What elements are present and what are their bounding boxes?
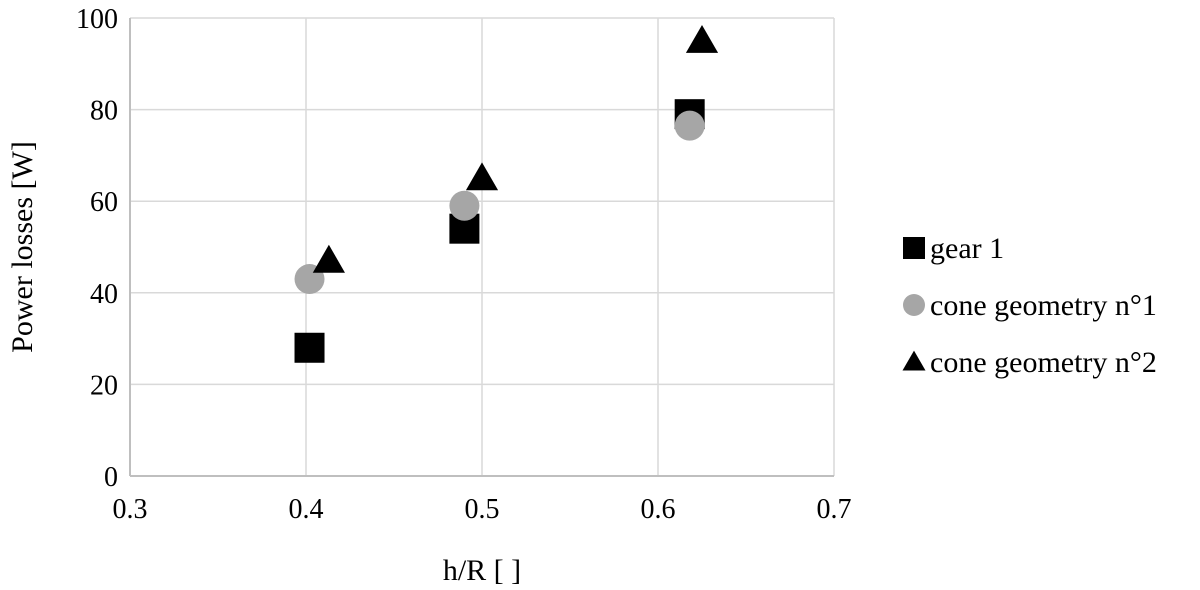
y-tick-label: 40	[90, 279, 118, 310]
x-tick-label: 0.6	[641, 494, 676, 525]
axes	[129, 18, 834, 477]
tick-labels: 0.3 0.4 0.5 0.6 0.7 0 20 40 60 80 100	[76, 4, 852, 525]
y-tick-label: 0	[104, 462, 118, 493]
legend-marker-square	[903, 237, 925, 259]
y-tick-label: 100	[76, 4, 118, 35]
y-tick-label: 20	[90, 370, 118, 401]
x-tick-label: 0.3	[113, 494, 148, 525]
data-point-circle	[449, 190, 480, 221]
legend-marker-triangle	[902, 350, 926, 371]
legend-label: gear 1	[930, 232, 1004, 265]
data-point-triangle	[465, 162, 499, 191]
x-tick-label: 0.7	[817, 494, 852, 525]
x-axis-title: h/R [ ]	[443, 554, 521, 587]
x-tick-label: 0.5	[465, 494, 500, 525]
data-point-triangle	[685, 24, 719, 53]
x-tick-label: 0.4	[289, 494, 324, 525]
y-axis-title: Power losses [W]	[6, 141, 39, 353]
legend-label: cone geometry n°1	[930, 289, 1157, 322]
y-tick-label: 60	[90, 187, 118, 218]
legend: gear 1 cone geometry n°1 cone geometry n°2	[902, 232, 1157, 379]
gridlines	[130, 17, 835, 476]
data-points	[294, 24, 719, 363]
data-point-triangle	[312, 244, 345, 273]
legend-marker-circle	[903, 294, 925, 316]
data-point-square	[294, 332, 325, 363]
data-point-circle	[674, 110, 705, 141]
legend-label: cone geometry n°2	[930, 346, 1157, 379]
y-tick-label: 80	[90, 96, 118, 127]
